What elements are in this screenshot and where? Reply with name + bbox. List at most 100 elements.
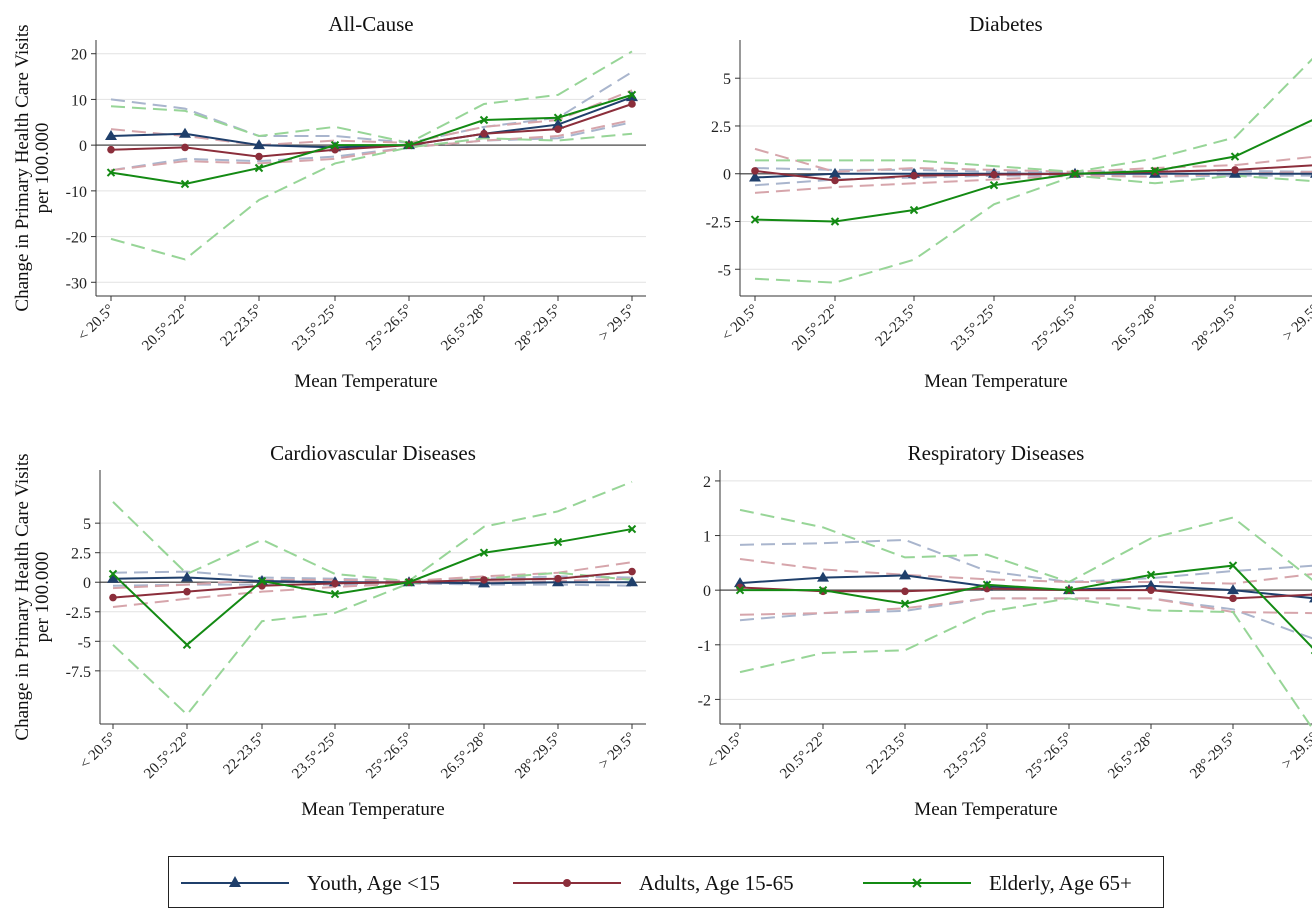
ci-line-elderly-low [113,573,632,715]
point-adults [751,167,759,175]
chart-panel-3: Respiratory Diseases 2 1 0 -1 -2 < 20.5° 20.5°-… [698,441,1312,820]
x-tick-label: 26.5°-28° [438,730,491,783]
point-adults [255,153,263,161]
x-tick-label: 26.5°-28° [438,302,491,355]
point-youth [179,128,191,138]
point-adults [480,576,488,584]
y-tick-label: -5 [78,634,91,651]
x-tick-label: 20.5°-22° [141,730,194,783]
legend-swatch-elderly [863,873,971,893]
x-tick-label: 22-23.5° [218,302,266,350]
panel-title: Diabetes [969,12,1042,36]
x-tick-label: 28°-29.5° [512,730,565,783]
x-tick-label: 26.5°-28° [1105,730,1158,783]
x-tick-label: < 20.5° [704,730,747,773]
x-tick-label: < 20.5° [75,302,118,345]
legend-entry-adults: Adults, Age 15-65 [513,857,794,909]
ci-line-youth-low [740,598,1312,639]
x-tick-label: 20.5°-22° [789,302,842,355]
x-axis-title: Mean Temperature [301,799,444,820]
series-line-adults [111,104,632,157]
y-tick-label: -30 [66,275,87,292]
y-tick-label: -10 [66,184,87,201]
point-adults [910,172,918,180]
y-tick-label: 10 [71,92,87,109]
y-tick-label: 1 [703,529,711,546]
y-tick-label: -2.5 [706,214,731,231]
panel-title: Respiratory Diseases [908,441,1085,465]
x-tick-label: 20.5°-22° [139,302,192,355]
panel-title: All-Cause [328,12,413,36]
point-adults [831,177,839,185]
x-tick-label: 25°-26.5° [363,302,416,355]
x-tick-label: 22-23.5° [873,302,921,350]
x-tick-label: > 29.5° [596,730,639,773]
series-line-elderly [111,95,632,184]
x-axis-title: Mean Temperature [914,799,1057,820]
x-tick-label: 28°-29.5° [1187,730,1240,783]
ci-line-elderly-low [755,176,1312,283]
x-tick-label: > 29.5° [596,302,639,345]
x-tick-label: < 20.5° [719,302,762,345]
x-tick-label: 28°-29.5° [512,302,565,355]
y-axis-title: Change in Primary Health Care Visits [12,453,33,740]
y-tick-label: 0 [79,138,87,155]
series-line-youth [111,97,632,147]
y-tick-label: 2 [703,474,711,491]
ci-line-youth-high [111,72,632,143]
legend-label-elderly: Elderly, Age 65+ [989,871,1132,896]
point-adults [628,100,636,108]
x-tick-label: 20.5°-22° [777,730,830,783]
legend-entry-youth: Youth, Age <15 [181,857,440,909]
legend-label-youth: Youth, Age <15 [307,871,440,896]
legend-entry-elderly: Elderly, Age 65+ [863,857,1132,909]
point-elderly [184,641,191,648]
y-tick-label: -2.5 [66,605,91,622]
y-tick-label: -5 [718,262,731,279]
ci-line-adults-low [740,598,1312,614]
chart-panel-0: All-Cause 20 10 0 -10 -20 -30 < 20.5° 20.5°-22° 2… [12,12,646,392]
point-adults [1231,166,1239,174]
point-adults [990,171,998,179]
ci-line-elderly-high [755,55,1312,172]
ci-line-elderly-high [113,482,632,581]
ci-line-elderly-low [740,598,1312,732]
y-axis-title: Change in Primary Health Care Visits [12,24,33,311]
point-adults [181,144,189,152]
point-adults [628,568,636,576]
x-tick-label: 23.5°-25° [948,302,1001,355]
x-tick-label: > 29.5° [1279,730,1312,773]
point-adults [331,580,339,588]
point-adults [1147,586,1155,594]
x-tick-label: 22-23.5° [864,730,912,778]
x-tick-label: < 20.5° [77,730,120,773]
x-tick-label: 25°-26.5° [363,730,416,783]
point-adults [901,587,909,595]
y-axis-title-unit: per 100.000 [32,123,53,214]
x-tick-label: 26.5°-28° [1109,302,1162,355]
x-tick-label: 25°-26.5° [1029,302,1082,355]
point-adults [554,125,562,133]
y-tick-label: -20 [66,230,87,247]
legend-label-adults: Adults, Age 15-65 [639,871,794,896]
x-axis-title: Mean Temperature [294,371,437,392]
x-tick-label: > 29.5° [1280,302,1312,345]
legend: Youth, Age <15 Adults, Age 15-65 Elderly… [168,856,1164,908]
y-axis-title-unit: per 100.000 [32,552,53,643]
y-tick-label: 20 [71,47,87,64]
y-tick-label: 0 [703,583,711,600]
series-line-elderly [113,529,632,645]
x-tick-label: 25°-26.5° [1023,730,1076,783]
point-adults [183,588,191,596]
y-tick-label: -2 [698,692,711,709]
legend-swatch-youth [181,873,289,893]
point-adults [554,575,562,583]
x-tick-label: 23.5°-25° [289,302,342,355]
x-axis-title: Mean Temperature [924,371,1067,392]
x-tick-label: 23.5°-25° [289,730,342,783]
y-tick-label: -1 [698,638,711,655]
legend-swatch-adults [513,873,621,893]
y-tick-label: 5 [83,516,91,533]
x-tick-label: 28°-29.5° [1189,302,1242,355]
